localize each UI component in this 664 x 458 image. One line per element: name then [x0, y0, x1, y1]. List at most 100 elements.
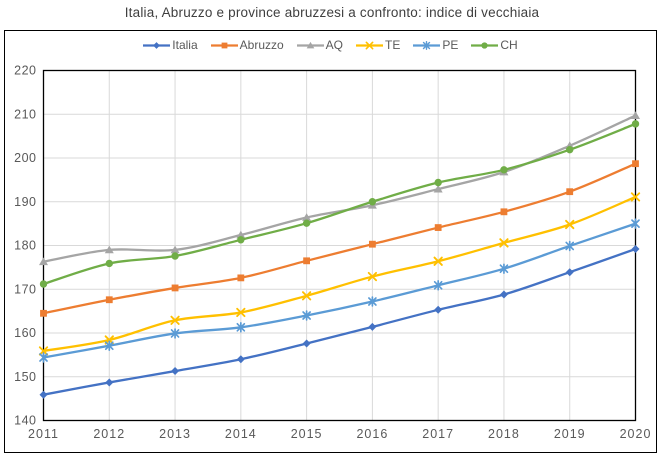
legend-label-pe: PE [442, 38, 459, 52]
marker-aq-2017 [433, 184, 443, 193]
y-tick-label: 220 [14, 64, 36, 78]
marker-abruzzo-2016 [368, 240, 376, 248]
marker-aq-2014 [236, 230, 246, 239]
x-tick-label: 2011 [28, 427, 59, 441]
legend-item-aq: AQ [296, 38, 344, 52]
legend-glyph-italia [153, 41, 161, 49]
x-tick-label: 2015 [291, 427, 323, 441]
marker-italia-2016 [368, 322, 377, 331]
marker-pe-2012 [104, 340, 114, 351]
marker-abruzzo-2011 [40, 309, 47, 317]
series-aq [39, 111, 640, 266]
marker-abruzzo-2013 [171, 284, 179, 292]
y-tick-label: 170 [14, 282, 36, 296]
legend-glyph-aq [306, 41, 314, 48]
legend-marker-pe-icon [413, 40, 441, 50]
marker-abruzzo-2019 [566, 188, 574, 196]
marker-pe-2016 [368, 296, 377, 307]
marker-pe-2011 [39, 352, 48, 363]
x-axis-labels: 2011 2012 2013 2014 2015 2016 2017 2018 2019 2020 [28, 427, 652, 441]
marker-italia-2019 [565, 268, 574, 277]
series-ch [39, 120, 640, 288]
marker-italia-2014 [236, 355, 245, 364]
legend-item-ch: CH [471, 38, 518, 52]
chart-area: Italia Abruzzo AQ TE PE CH 140 150 160 170 180 190… [4, 30, 657, 453]
marker-abruzzo-2012 [105, 296, 113, 304]
legend-marker-ch-icon [471, 41, 499, 49]
series-line-ch [42, 122, 637, 286]
legend-label-te: TE [385, 38, 401, 52]
marker-abruzzo-2018 [500, 208, 508, 216]
marker-italia-2018 [499, 290, 508, 299]
legend-item-te: TE [356, 38, 400, 52]
marker-ch-2011 [39, 280, 48, 288]
legend-label-aq: AQ [325, 38, 344, 52]
marker-pe-2020 [631, 218, 640, 229]
marker-ch-2016 [368, 198, 377, 206]
legend: Italia Abruzzo AQ TE PE CH [5, 38, 656, 52]
marker-ch-2019 [566, 145, 574, 154]
marker-abruzzo-2020 [632, 160, 639, 168]
series-line-pe [42, 222, 637, 359]
legend-label-ch: CH [500, 38, 518, 52]
chart-title: Italia, Abruzzo e province abruzzesi a c… [124, 5, 540, 20]
legend-item-italia: Italia [143, 38, 198, 52]
marker-pe-2015 [302, 310, 311, 321]
marker-pe-2018 [499, 263, 509, 274]
marker-ch-2013 [171, 252, 179, 260]
x-tick-label: 2020 [620, 427, 652, 441]
marker-te-2013 [170, 315, 180, 325]
x-tick-label: 2019 [554, 427, 586, 441]
x-tick-label: 2012 [93, 427, 125, 441]
x-tick-label: 2014 [225, 427, 257, 441]
marker-italia-2020 [631, 245, 640, 253]
marker-italia-2011 [39, 390, 48, 399]
marker-ch-2020 [631, 120, 640, 128]
series-line-abruzzo [42, 162, 637, 315]
y-tick-label: 160 [14, 326, 36, 340]
y-tick-label: 150 [14, 370, 36, 384]
legend-glyph-pe [423, 40, 431, 50]
marker-italia-2017 [434, 305, 443, 314]
legend-glyph-te [365, 41, 374, 49]
series-te [38, 192, 641, 356]
marker-abruzzo-2014 [237, 274, 245, 282]
marker-italia-2013 [171, 367, 180, 376]
marker-pe-2013 [170, 328, 180, 339]
series-italia [39, 245, 640, 399]
marker-te-2017 [433, 256, 443, 266]
marker-ch-2014 [237, 236, 245, 244]
legend-glyph-abruzzo [221, 42, 228, 48]
legend-label-abruzzo: Abruzzo [239, 38, 284, 52]
series-line-italia [42, 247, 637, 396]
x-tick-label: 2013 [159, 427, 191, 441]
marker-aq-2020 [631, 111, 640, 119]
legend-marker-abruzzo-icon [210, 42, 238, 48]
marker-ch-2017 [434, 178, 442, 187]
y-tick-label: 190 [14, 195, 36, 209]
legend-marker-aq-icon [296, 41, 324, 48]
marker-italia-2012 [105, 378, 114, 387]
legend-glyph-ch [481, 41, 489, 49]
marker-te-2020 [630, 192, 641, 202]
marker-te-2016 [367, 271, 378, 282]
legend-item-pe: PE [413, 38, 458, 52]
series-line-te [42, 195, 637, 353]
marker-pe-2017 [433, 280, 443, 291]
y-tick-label: 210 [14, 107, 36, 121]
x-tick-label: 2017 [422, 427, 454, 441]
gridlines [43, 70, 636, 421]
marker-ch-2012 [105, 259, 113, 268]
marker-aq-2011 [39, 257, 48, 266]
y-tick-label: 180 [14, 239, 36, 253]
series-pe [39, 218, 640, 363]
series-abruzzo [40, 160, 639, 317]
marker-te-2011 [38, 346, 49, 356]
legend-marker-italia-icon [143, 41, 171, 49]
marker-ch-2015 [302, 219, 311, 227]
marker-italia-2015 [302, 339, 311, 348]
marker-ch-2018 [500, 166, 508, 174]
y-axis-labels: 140 150 160 170 180 190 200 210 220 [14, 64, 36, 428]
marker-te-2015 [301, 291, 312, 301]
